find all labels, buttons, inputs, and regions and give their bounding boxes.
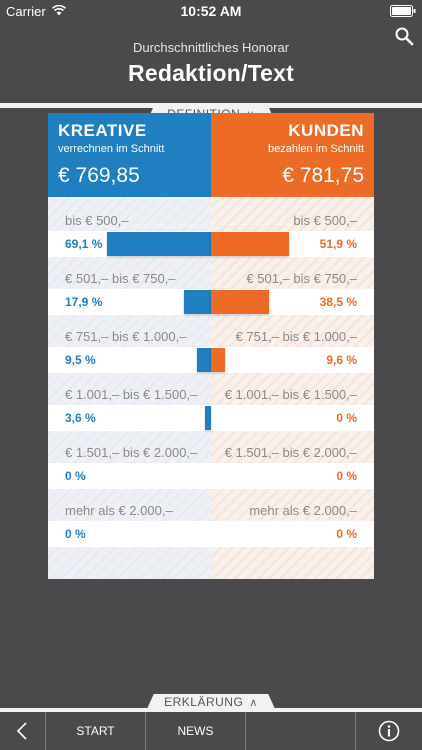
tab-news-label: NEWS [177, 724, 214, 738]
kunden-bar [211, 232, 289, 256]
range-bar-row: 0 % 0 % [48, 521, 374, 547]
range-label-kreative: € 1.501,– bis € 2.000,– [65, 445, 198, 460]
kunden-percent: 51,9 % [319, 237, 357, 251]
kreative-panel: KREATIVE verrechnen im Schnitt € 769,85 [48, 113, 211, 197]
tab-bar: START NEWS [0, 712, 422, 750]
battery-icon [390, 5, 416, 17]
chevron-up-icon: ∧ [249, 697, 258, 709]
info-button[interactable] [356, 712, 422, 750]
kreative-subtitle: verrechnen im Schnitt [58, 143, 165, 155]
range-label-kreative: € 751,– bis € 1.000,– [65, 329, 187, 344]
range-label-kunden: € 1.501,– bis € 2.000,– [224, 445, 357, 460]
page-title: Redaktion/Text [128, 60, 294, 86]
kunden-percent: 0 % [336, 411, 357, 425]
info-icon [378, 720, 400, 742]
kreative-percent: 3,6 % [65, 411, 96, 425]
range-label-kreative: € 501,– bis € 750,– [65, 271, 176, 286]
kunden-subtitle: bezahlen im Schnitt [268, 143, 364, 155]
page-subtitle: Durchschnittliches Honorar [132, 40, 290, 55]
range-label-kunden: € 751,– bis € 1.000,– [235, 329, 357, 344]
kreative-column-bg [48, 197, 211, 579]
tab-news[interactable]: NEWS [146, 712, 246, 750]
kreative-bar [107, 232, 211, 256]
kreative-amount: € 769,85 [58, 164, 140, 187]
range-bar-row: 9,5 % 9,6 % [48, 347, 374, 373]
wifi-icon [52, 5, 66, 16]
range-label-kunden: € 501,– bis € 750,– [246, 271, 357, 286]
kreative-percent: 9,5 % [65, 353, 96, 367]
erklaerung-label: ERKLÄRUNG [164, 695, 244, 709]
range-label-kreative: bis € 500,– [65, 213, 129, 228]
range-label-kunden: € 1.001,– bis € 1.500,– [224, 387, 357, 402]
range-bar-row: 3,6 % 0 % [48, 405, 374, 431]
kreative-percent: 69,1 % [65, 237, 103, 251]
status-bar: Carrier 10:52 AM [0, 0, 422, 22]
range-label-kreative: € 1.001,– bis € 1.500,– [65, 387, 198, 402]
range-label-kreative: mehr als € 2.000,– [65, 503, 173, 518]
honorar-card: KREATIVE verrechnen im Schnitt € 769,85 … [48, 113, 374, 579]
kunden-amount: € 781,75 [282, 164, 364, 187]
kunden-percent: 0 % [336, 527, 357, 541]
kreative-percent: 0 % [65, 469, 86, 483]
tab-empty [246, 712, 356, 750]
carrier-label: Carrier [6, 4, 46, 19]
kreative-percent: 0 % [65, 527, 86, 541]
kreative-title: KREATIVE [58, 121, 147, 140]
tab-start[interactable]: START [46, 712, 146, 750]
header-divider [0, 103, 422, 108]
kunden-title: KUNDEN [288, 121, 364, 140]
search-icon[interactable] [394, 26, 414, 46]
kunden-percent: 0 % [336, 469, 357, 483]
kunden-bar [211, 290, 269, 314]
footer-divider [0, 708, 422, 712]
kunden-bar [211, 348, 226, 372]
erklaerung-toggle[interactable]: ERKLÄRUNG ∧ [146, 694, 276, 711]
range-label-kunden: mehr als € 2.000,– [249, 503, 357, 518]
kunden-percent: 38,5 % [319, 295, 357, 309]
kreative-bar [205, 406, 211, 430]
clock: 10:52 AM [180, 3, 242, 19]
tab-start-label: START [76, 724, 115, 738]
range-bar-row: 0 % 0 % [48, 463, 374, 489]
kunden-panel: KUNDEN bezahlen im Schnitt € 781,75 [211, 113, 374, 197]
range-bar-row: 17,9 % 38,5 % [48, 289, 374, 315]
kreative-percent: 17,9 % [65, 295, 103, 309]
kreative-bar [196, 348, 211, 372]
range-bar-row: 69,1 % 51,9 % [48, 231, 374, 257]
kreative-bar [184, 290, 211, 314]
back-button[interactable] [0, 712, 46, 750]
kunden-percent: 9,6 % [326, 353, 357, 367]
kunden-column-bg [211, 197, 374, 579]
range-label-kunden: bis € 500,– [293, 213, 357, 228]
chevron-left-icon [16, 722, 27, 740]
